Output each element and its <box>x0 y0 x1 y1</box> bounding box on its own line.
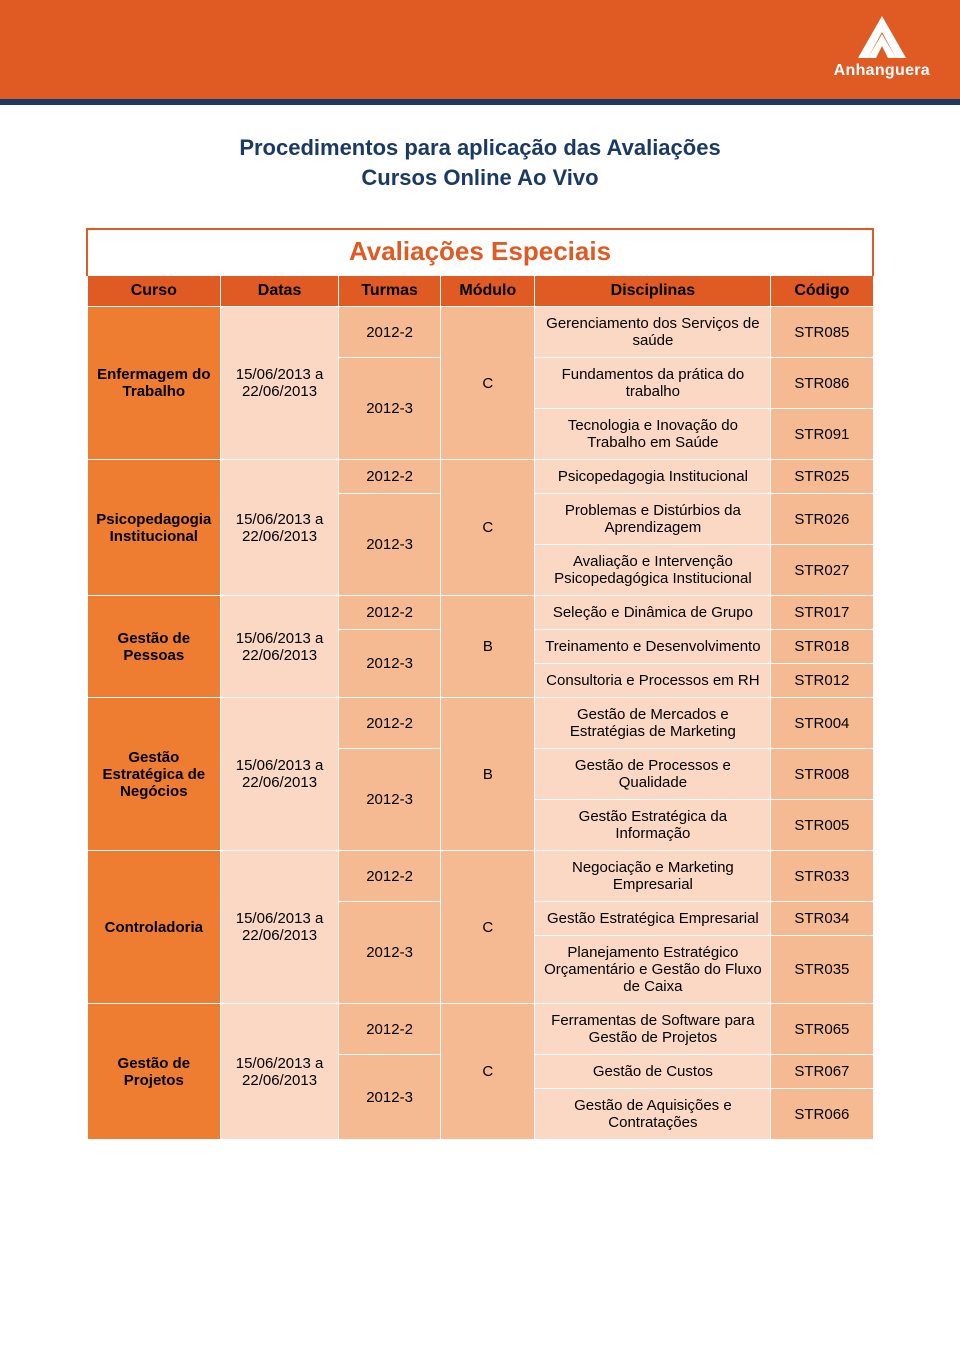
col-header-disciplinas: Disciplinas <box>535 276 771 307</box>
col-header-modulo: Módulo <box>441 276 535 307</box>
cell-codigo: STR085 <box>771 307 873 358</box>
cell-turma: 2012-3 <box>339 1055 441 1140</box>
cell-codigo: STR018 <box>771 630 873 664</box>
cell-disciplina: Psicopedagogia Institucional <box>535 460 771 494</box>
cell-codigo: STR086 <box>771 358 873 409</box>
table-body: Enfermagem do Trabalho15/06/2013 a 22/06… <box>87 307 873 1140</box>
cell-curso: Controladoria <box>87 851 221 1004</box>
cell-codigo: STR091 <box>771 409 873 460</box>
cell-datas: 15/06/2013 a 22/06/2013 <box>221 307 339 460</box>
table-header-row: Curso Datas Turmas Módulo Disciplinas Có… <box>87 276 873 307</box>
col-header-curso: Curso <box>87 276 221 307</box>
table-row: Psicopedagogia Institucional15/06/2013 a… <box>87 460 873 494</box>
table-row: Gestão Estratégica de Negócios15/06/2013… <box>87 698 873 749</box>
table-row: Controladoria15/06/2013 a 22/06/20132012… <box>87 851 873 902</box>
cell-turma: 2012-2 <box>339 1004 441 1055</box>
cell-turma: 2012-3 <box>339 494 441 596</box>
table-row: Gestão de Pessoas15/06/2013 a 22/06/2013… <box>87 596 873 630</box>
table-title-row: Avaliações Especiais <box>87 229 873 276</box>
cell-turma: 2012-2 <box>339 307 441 358</box>
cell-codigo: STR067 <box>771 1055 873 1089</box>
cell-codigo: STR065 <box>771 1004 873 1055</box>
cell-disciplina: Gestão de Processos e Qualidade <box>535 749 771 800</box>
cell-turma: 2012-2 <box>339 698 441 749</box>
cell-disciplina: Tecnologia e Inovação do Trabalho em Saú… <box>535 409 771 460</box>
cell-disciplina: Ferramentas de Software para Gestão de P… <box>535 1004 771 1055</box>
cell-codigo: STR034 <box>771 902 873 936</box>
cell-turma: 2012-2 <box>339 596 441 630</box>
cell-codigo: STR025 <box>771 460 873 494</box>
table-row: Enfermagem do Trabalho15/06/2013 a 22/06… <box>87 307 873 358</box>
cell-disciplina: Gestão de Mercados e Estratégias de Mark… <box>535 698 771 749</box>
brand-logo: Anhanguera <box>834 14 930 80</box>
cell-disciplina: Gestão Estratégica Empresarial <box>535 902 771 936</box>
cell-disciplina: Avaliação e Intervenção Psicopedagógica … <box>535 545 771 596</box>
cell-datas: 15/06/2013 a 22/06/2013 <box>221 698 339 851</box>
cell-curso: Gestão de Pessoas <box>87 596 221 698</box>
cell-disciplina: Planejamento Estratégico Orçamentário e … <box>535 936 771 1004</box>
cell-codigo: STR004 <box>771 698 873 749</box>
cell-turma: 2012-3 <box>339 358 441 460</box>
page-title-line1: Procedimentos para aplicação das Avaliaç… <box>239 135 720 160</box>
cell-disciplina: Consultoria e Processos em RH <box>535 664 771 698</box>
cell-codigo: STR005 <box>771 800 873 851</box>
cell-modulo: C <box>441 307 535 460</box>
evaluations-table: Avaliações Especiais Curso Datas Turmas … <box>86 228 874 1140</box>
cell-datas: 15/06/2013 a 22/06/2013 <box>221 596 339 698</box>
cell-disciplina: Gestão Estratégica da Informação <box>535 800 771 851</box>
brand-name: Anhanguera <box>834 62 930 80</box>
cell-curso: Gestão Estratégica de Negócios <box>87 698 221 851</box>
table-row: Gestão de Projetos15/06/2013 a 22/06/201… <box>87 1004 873 1055</box>
cell-disciplina: Seleção e Dinâmica de Grupo <box>535 596 771 630</box>
cell-disciplina: Fundamentos da prática do trabalho <box>535 358 771 409</box>
cell-modulo: B <box>441 698 535 851</box>
table-title: Avaliações Especiais <box>87 229 873 276</box>
cell-codigo: STR033 <box>771 851 873 902</box>
cell-modulo: C <box>441 851 535 1004</box>
page-title: Procedimentos para aplicação das Avaliaç… <box>86 133 874 192</box>
cell-turma: 2012-3 <box>339 749 441 851</box>
cell-disciplina: Gerenciamento dos Serviços de saúde <box>535 307 771 358</box>
cell-codigo: STR035 <box>771 936 873 1004</box>
cell-turma: 2012-2 <box>339 851 441 902</box>
page-title-line2: Cursos Online Ao Vivo <box>361 165 598 190</box>
cell-codigo: STR026 <box>771 494 873 545</box>
col-header-turmas: Turmas <box>339 276 441 307</box>
cell-disciplina: Problemas e Distúrbios da Aprendizagem <box>535 494 771 545</box>
brand-mark-icon <box>834 14 930 60</box>
cell-codigo: STR012 <box>771 664 873 698</box>
cell-datas: 15/06/2013 a 22/06/2013 <box>221 1004 339 1140</box>
cell-disciplina: Negociação e Marketing Empresarial <box>535 851 771 902</box>
cell-curso: Psicopedagogia Institucional <box>87 460 221 596</box>
cell-codigo: STR008 <box>771 749 873 800</box>
cell-codigo: STR027 <box>771 545 873 596</box>
cell-datas: 15/06/2013 a 22/06/2013 <box>221 460 339 596</box>
cell-curso: Gestão de Projetos <box>87 1004 221 1140</box>
cell-datas: 15/06/2013 a 22/06/2013 <box>221 851 339 1004</box>
top-banner: Anhanguera <box>0 0 960 105</box>
cell-modulo: B <box>441 596 535 698</box>
col-header-datas: Datas <box>221 276 339 307</box>
cell-codigo: STR066 <box>771 1089 873 1140</box>
cell-disciplina: Treinamento e Desenvolvimento <box>535 630 771 664</box>
cell-modulo: C <box>441 460 535 596</box>
col-header-codigo: Código <box>771 276 873 307</box>
cell-turma: 2012-2 <box>339 460 441 494</box>
cell-turma: 2012-3 <box>339 902 441 1004</box>
page-content: Procedimentos para aplicação das Avaliaç… <box>0 105 960 1200</box>
cell-disciplina: Gestão de Aquisições e Contratações <box>535 1089 771 1140</box>
cell-turma: 2012-3 <box>339 630 441 698</box>
cell-modulo: C <box>441 1004 535 1140</box>
cell-disciplina: Gestão de Custos <box>535 1055 771 1089</box>
cell-codigo: STR017 <box>771 596 873 630</box>
cell-curso: Enfermagem do Trabalho <box>87 307 221 460</box>
